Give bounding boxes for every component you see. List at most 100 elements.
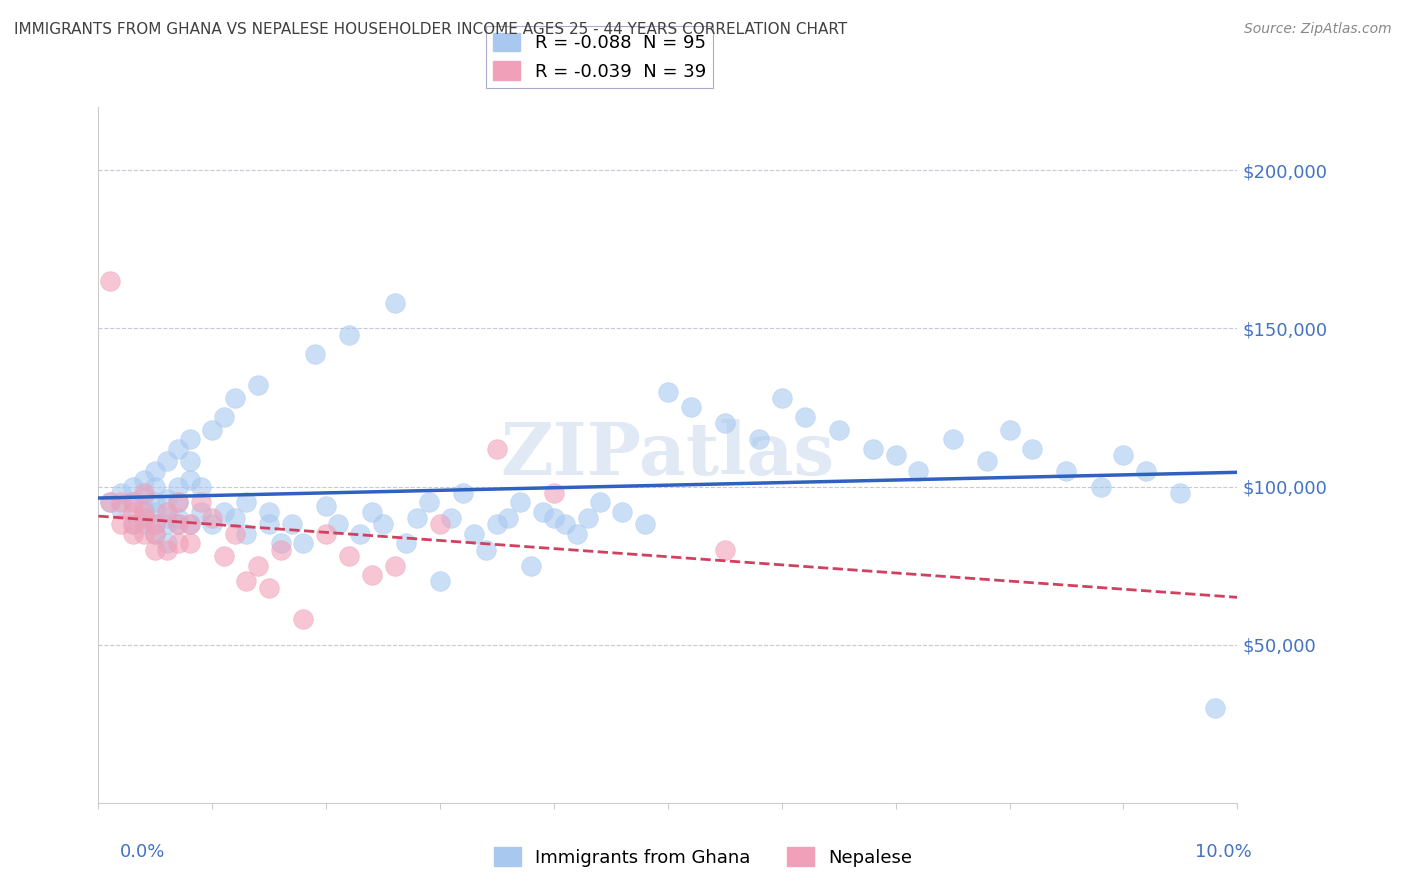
Point <box>1135 464 1157 478</box>
Point <box>235 574 257 589</box>
Point <box>145 527 167 541</box>
Point <box>793 409 815 424</box>
Point <box>406 511 429 525</box>
Point <box>235 495 257 509</box>
Point <box>1170 486 1192 500</box>
Point <box>110 517 132 532</box>
Point <box>98 495 121 509</box>
Point <box>132 527 155 541</box>
Point <box>679 401 702 415</box>
Point <box>179 517 201 532</box>
Point <box>360 568 382 582</box>
Point <box>132 511 155 525</box>
Point <box>1204 701 1226 715</box>
Point <box>326 517 349 532</box>
Point <box>429 517 451 532</box>
Legend: R = -0.088  N = 95, R = -0.039  N = 39: R = -0.088 N = 95, R = -0.039 N = 39 <box>486 26 713 87</box>
Point <box>486 442 509 456</box>
Point <box>190 479 212 493</box>
Point <box>337 549 360 563</box>
Point <box>451 486 474 500</box>
Point <box>121 495 143 509</box>
Point <box>156 536 179 550</box>
Point <box>554 517 576 532</box>
Point <box>418 495 440 509</box>
Point <box>167 495 190 509</box>
Point <box>976 454 998 468</box>
Point <box>395 536 418 550</box>
Point <box>509 495 531 509</box>
Point <box>224 511 246 525</box>
Point <box>748 432 770 446</box>
Point <box>167 517 190 532</box>
Point <box>121 479 143 493</box>
Text: ZIPatlas: ZIPatlas <box>501 419 835 491</box>
Point <box>145 517 167 532</box>
Point <box>440 511 463 525</box>
Point <box>98 274 121 288</box>
Point <box>132 517 155 532</box>
Point <box>156 517 179 532</box>
Point <box>884 448 907 462</box>
Point <box>1112 448 1135 462</box>
Point <box>270 536 292 550</box>
Point <box>132 486 155 500</box>
Point <box>259 505 281 519</box>
Point <box>156 511 179 525</box>
Point <box>1090 479 1112 493</box>
Point <box>132 489 155 503</box>
Point <box>145 542 167 557</box>
Point <box>201 511 224 525</box>
Point <box>156 492 179 507</box>
Point <box>998 423 1021 437</box>
Point <box>259 517 281 532</box>
Point <box>1021 442 1043 456</box>
Point <box>212 549 235 563</box>
Point <box>259 581 281 595</box>
Point <box>714 542 737 557</box>
Point <box>634 517 657 532</box>
Point <box>246 378 269 392</box>
Point <box>373 517 395 532</box>
Point <box>201 423 224 437</box>
Point <box>190 495 212 509</box>
Point <box>224 391 246 405</box>
Point <box>474 542 496 557</box>
Point <box>167 479 190 493</box>
Point <box>167 442 190 456</box>
Point <box>156 542 179 557</box>
Point <box>714 417 737 431</box>
Point <box>543 486 565 500</box>
Text: 0.0%: 0.0% <box>120 843 165 861</box>
Point <box>167 536 190 550</box>
Point <box>770 391 793 405</box>
Point <box>337 327 360 342</box>
Point <box>292 612 315 626</box>
Point <box>498 511 520 525</box>
Point <box>612 505 634 519</box>
Point <box>315 527 337 541</box>
Point <box>145 517 167 532</box>
Point <box>520 558 543 573</box>
Point <box>132 505 155 519</box>
Point <box>145 495 167 509</box>
Text: Source: ZipAtlas.com: Source: ZipAtlas.com <box>1244 22 1392 37</box>
Point <box>145 479 167 493</box>
Point <box>145 527 167 541</box>
Point <box>167 495 190 509</box>
Point <box>281 517 304 532</box>
Point <box>360 505 382 519</box>
Point <box>132 501 155 516</box>
Text: IMMIGRANTS FROM GHANA VS NEPALESE HOUSEHOLDER INCOME AGES 25 - 44 YEARS CORRELAT: IMMIGRANTS FROM GHANA VS NEPALESE HOUSEH… <box>14 22 848 37</box>
Point <box>110 501 132 516</box>
Point <box>429 574 451 589</box>
Point <box>224 527 246 541</box>
Point <box>110 495 132 509</box>
Point <box>132 473 155 487</box>
Point <box>942 432 965 446</box>
Point <box>132 511 155 525</box>
Point <box>179 432 201 446</box>
Legend: Immigrants from Ghana, Nepalese: Immigrants from Ghana, Nepalese <box>486 840 920 874</box>
Point <box>576 511 599 525</box>
Point <box>121 517 143 532</box>
